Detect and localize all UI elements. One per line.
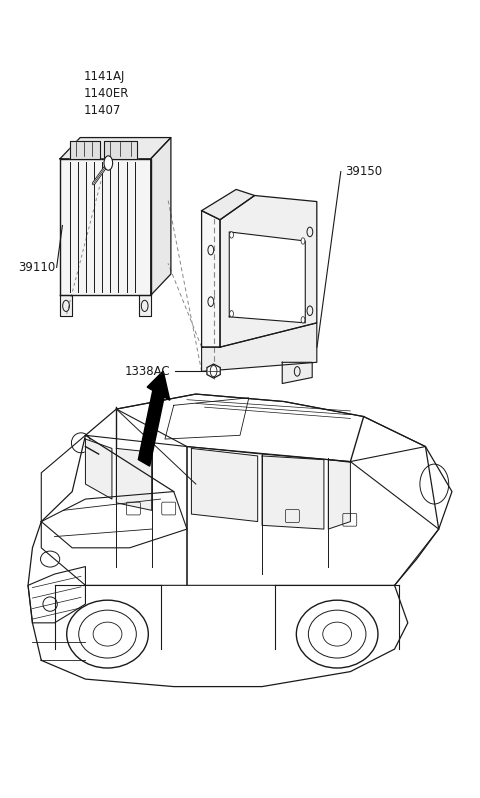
Polygon shape (70, 140, 100, 159)
Polygon shape (202, 323, 317, 371)
Text: 39150: 39150 (346, 165, 383, 178)
Polygon shape (85, 439, 112, 499)
Polygon shape (220, 196, 317, 347)
Circle shape (229, 231, 233, 238)
Circle shape (229, 310, 233, 317)
Circle shape (301, 238, 305, 244)
Text: 1338AC: 1338AC (125, 365, 170, 377)
Polygon shape (151, 137, 171, 295)
Polygon shape (262, 456, 324, 529)
Text: 1140ER: 1140ER (84, 87, 130, 100)
Circle shape (104, 156, 113, 170)
Polygon shape (229, 232, 305, 323)
Polygon shape (60, 295, 72, 317)
Polygon shape (116, 448, 152, 511)
Polygon shape (138, 371, 170, 466)
Polygon shape (202, 189, 254, 219)
Polygon shape (202, 211, 220, 347)
Text: 39110: 39110 (18, 261, 55, 274)
Polygon shape (104, 140, 137, 159)
Circle shape (301, 317, 305, 323)
Polygon shape (139, 295, 151, 317)
Text: 11407: 11407 (84, 104, 121, 117)
Polygon shape (328, 460, 350, 529)
Text: 1141AJ: 1141AJ (84, 70, 125, 83)
Ellipse shape (72, 433, 91, 452)
Polygon shape (60, 137, 171, 159)
Polygon shape (207, 364, 220, 378)
Polygon shape (60, 159, 151, 295)
Polygon shape (192, 448, 258, 522)
Polygon shape (282, 362, 312, 384)
